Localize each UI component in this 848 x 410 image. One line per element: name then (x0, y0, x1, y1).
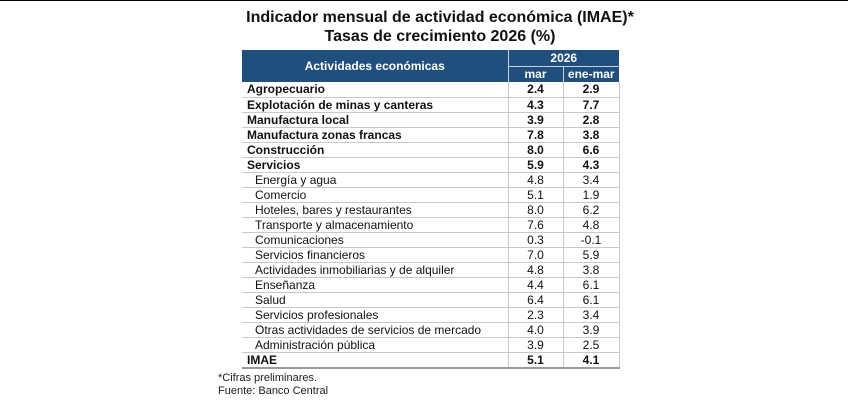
header-month: mar (507, 66, 563, 82)
top-divider (0, 0, 848, 1)
value-ene-mar: 3.9 (562, 322, 620, 338)
table-row: Administración pública 3.9 2.5 (242, 337, 620, 353)
row-label: Servicios (242, 157, 508, 173)
value-ene-mar: 6.6 (562, 142, 620, 158)
row-label: Comercio (242, 187, 508, 203)
row-label: Agropecuario (242, 82, 508, 98)
value-mar: 2.3 (507, 307, 563, 323)
table-row: Transporte y almacenamiento 7.6 4.8 (242, 217, 620, 233)
value-ene-mar: 6.1 (562, 277, 620, 293)
value-mar: 7.8 (507, 127, 563, 143)
page-title: Indicador mensual de actividad económica… (246, 9, 634, 26)
value-ene-mar: 2.9 (562, 82, 620, 98)
table-row: Manufactura local 3.9 2.8 (242, 112, 620, 128)
row-label: Manufactura zonas francas (242, 127, 508, 143)
row-label: Construcción (242, 142, 508, 158)
row-label: Comunicaciones (242, 232, 508, 248)
table-body: Agropecuario 2.4 2.9 Explotación de minas y… (242, 82, 620, 368)
table-header: Actividades económicas 2026 mar ene-mar (242, 50, 620, 82)
table-row: Salud 6.4 6.1 (242, 292, 620, 308)
header-activities: Actividades económicas (242, 50, 508, 82)
value-ene-mar: -0.1 (562, 232, 620, 248)
value-mar: 4.4 (507, 277, 563, 293)
value-ene-mar: 7.7 (562, 97, 620, 113)
table-row: Comunicaciones 0.3 -0.1 (242, 232, 620, 248)
table-row: Servicios financieros 7.0 5.9 (242, 247, 620, 263)
row-label: Enseñanza (242, 277, 508, 293)
value-mar: 6.4 (507, 292, 563, 308)
value-mar: 4.3 (507, 97, 563, 113)
value-mar: 7.0 (507, 247, 563, 263)
header-year: 2026 (507, 50, 620, 67)
table-row: Servicios profesionales 2.3 3.4 (242, 307, 620, 323)
value-ene-mar: 5.9 (562, 247, 620, 263)
table-row: Actividades inmobiliarias y de alquiler 4… (242, 262, 620, 278)
table-row: Manufactura zonas francas 7.8 3.8 (242, 127, 620, 143)
footnote-source: Fuente: Banco Central (218, 385, 329, 397)
table-row: Servicios 5.9 4.3 (242, 157, 620, 173)
header-row-periods: mar ene-mar (242, 66, 620, 82)
value-ene-mar: 2.8 (562, 112, 620, 128)
value-mar: 8.0 (507, 202, 563, 218)
value-ene-mar: 2.5 (562, 337, 620, 353)
value-ene-mar: 6.2 (562, 202, 620, 218)
table-row: Comercio 5.1 1.9 (242, 187, 620, 203)
row-label: Servicios financieros (242, 247, 508, 263)
value-ene-mar: 4.1 (562, 352, 620, 368)
value-mar: 5.1 (507, 352, 563, 368)
table-row: IMAE 5.1 4.1 (242, 352, 620, 368)
row-label: Manufactura local (242, 112, 508, 128)
row-label: Transporte y almacenamiento (242, 217, 508, 233)
header-row-year: Actividades económicas 2026 (242, 50, 620, 82)
row-label: Explotación de minas y canteras (242, 97, 508, 113)
table-row: Explotación de minas y canteras 4.3 7.7 (242, 97, 620, 113)
value-mar: 8.0 (507, 142, 563, 158)
table-row: Construcción 8.0 6.6 (242, 142, 620, 158)
table-row: Hoteles, bares y restaurantes 8.0 6.2 (242, 202, 620, 218)
table-row: Enseñanza 4.4 6.1 (242, 277, 620, 293)
value-ene-mar: 4.3 (562, 157, 620, 173)
header-ytd: ene-mar (562, 66, 620, 82)
row-label: Energía y agua (242, 172, 508, 188)
value-ene-mar: 3.4 (562, 307, 620, 323)
value-mar: 5.1 (507, 187, 563, 203)
page-subtitle: Tasas de crecimiento 2026 (%) (324, 28, 556, 45)
value-ene-mar: 4.8 (562, 217, 620, 233)
title-block: Indicador mensual de actividad económica… (32, 8, 848, 46)
value-ene-mar: 1.9 (562, 187, 620, 203)
value-mar: 4.8 (507, 172, 563, 188)
value-ene-mar: 3.4 (562, 172, 620, 188)
row-label: Servicios profesionales (242, 307, 508, 323)
value-mar: 3.9 (507, 112, 563, 128)
value-mar: 4.0 (507, 322, 563, 338)
value-mar: 0.3 (507, 232, 563, 248)
row-label: Otras actividades de servicios de mercad… (242, 322, 508, 338)
value-ene-mar: 3.8 (562, 127, 620, 143)
value-mar: 2.4 (507, 82, 563, 98)
row-label: IMAE (247, 352, 277, 367)
row-label: Administración pública (242, 337, 508, 353)
value-mar: 5.9 (507, 157, 563, 173)
imae-table: Actividades económicas 2026 mar ene-mar … (242, 50, 620, 369)
table-row: Energía y agua 4.8 3.4 (242, 172, 620, 188)
value-mar: 7.6 (507, 217, 563, 233)
value-ene-mar: 3.8 (562, 262, 620, 278)
footnote-preliminary: *Cifras preliminares. (218, 372, 318, 384)
table-row: Agropecuario 2.4 2.9 (242, 82, 620, 98)
row-label: Actividades inmobiliarias y de alquiler (242, 262, 508, 278)
row-label: Salud (242, 292, 508, 308)
value-ene-mar: 6.1 (562, 292, 620, 308)
value-mar: 4.8 (507, 262, 563, 278)
value-mar: 3.9 (507, 337, 563, 353)
row-label: Hoteles, bares y restaurantes (242, 202, 508, 218)
table-row: Otras actividades de servicios de mercad… (242, 322, 620, 338)
footnotes: *Cifras preliminares. Fuente: Banco Cent… (218, 372, 328, 398)
